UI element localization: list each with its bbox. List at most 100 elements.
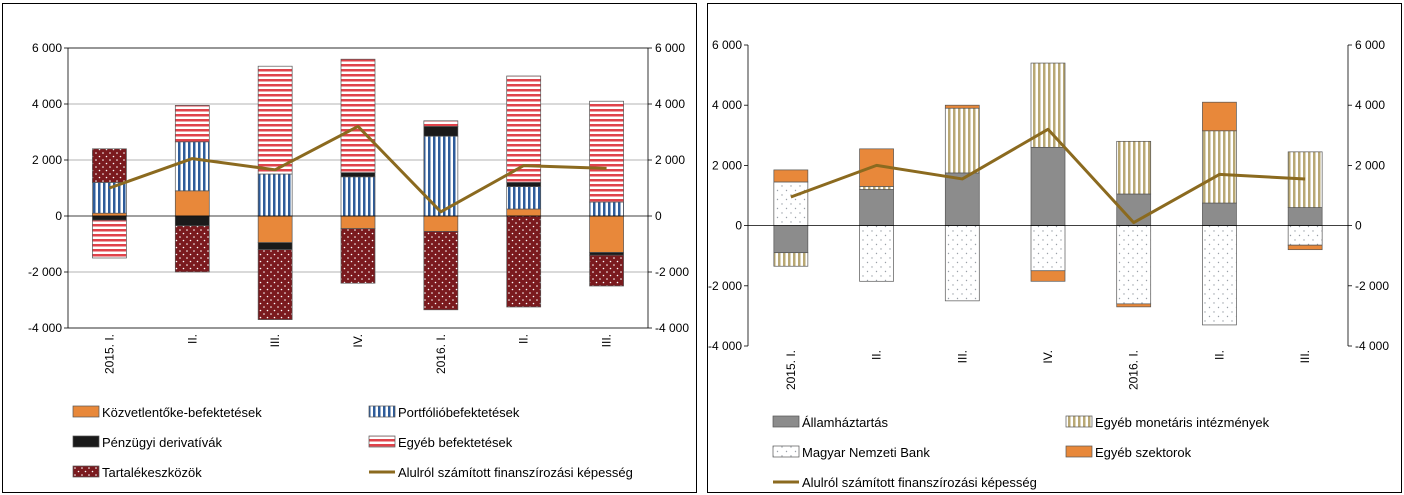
right-bar-egyeb-monetaris-intezmenyek [773,252,809,267]
left-bar-egyeb-befektetesek [340,58,376,173]
left-bar-egyeb-befektetesek [257,65,293,175]
right-bar-egyeb-monetaris-intezmenyek [1116,140,1152,195]
right-right-tick-label: 2 000 [1355,158,1385,172]
right-bar-magyar-nemzeti-bank [773,181,809,226]
left-bar-tartalekeszkozok [340,228,376,284]
left-bar-egyeb-befektetesek [174,105,210,143]
left-legend-label: Portfólióbefektetések [398,405,520,420]
right-right-tick-label: 6 000 [1355,38,1385,52]
left-legend-item: Pénzügyi derivatívák [72,435,222,450]
left-bar-portfoliobefektetesek [340,176,376,217]
left-left-tick-label: 6 000 [32,41,62,55]
right-legend-item: Alulról számított finanszírozási képessé… [773,475,1037,490]
right-bar-allamhaztartas [944,172,980,226]
right-category-label: III. [1298,350,1312,363]
left-legend-label: Közvetlentőke-befektetések [102,405,262,420]
right-right-tick-label: -2 000 [1355,279,1389,293]
left-bar-egyeb-befektetesek [423,120,459,127]
right-category-label: II. [870,350,884,360]
left-bar-tartalekeszkozok [506,215,542,308]
left-bar-penzugyi-derivativak [340,172,376,178]
left-category-label: II. [517,334,531,344]
right-bar-allamhaztartas [1202,202,1237,226]
left-bar-kozvetlentoke-befektetesek [506,208,542,217]
left-category-label: III. [600,334,614,347]
left-bar-kozvetlentoke-befektetesek [423,215,459,232]
right-bar-egyeb-monetaris-intezmenyek [1030,62,1066,148]
right-bar-allamhaztartas [1030,146,1066,226]
right-left-tick-label: 4 000 [712,98,742,112]
chart-left: -4 000 -4 000 -2 000 -2 000 0 0 2 000 2 000 4 00… [28,41,689,480]
left-bar-tartalekeszkozok [257,249,293,320]
left-bar-portfoliobefektetesek [174,141,210,192]
left-category-label: II. [185,334,199,344]
right-category-label: 2015. I. [784,350,798,390]
right-category-label: 2016. I. [1127,350,1141,390]
right-right-tick-label: 0 [1355,219,1362,233]
left-legend-swatch [368,405,396,418]
left-right-tick-label: 0 [655,209,662,223]
right-bar-allamhaztartas [773,225,809,254]
left-right-tick-label: 6 000 [655,41,685,55]
right-bar-magyar-nemzeti-bank [1202,225,1237,326]
left-legend-label: Alulról számított finanszírozási képessé… [398,465,633,480]
right-bar-egyeb-szektorok [1030,270,1066,282]
left-legend-item: Alulról számított finanszírozási képessé… [369,465,633,480]
left-bar-portfoliobefektetesek [257,173,293,217]
right-bar-allamhaztartas [1287,207,1323,226]
right-right-tick-label: -4 000 [1355,339,1389,353]
right-category-label: IV. [1041,350,1055,364]
right-left-tick-label: -4 000 [708,339,742,353]
left-category-label: 2015. I. [102,334,116,374]
left-bar-kozvetlentoke-befektetesek [340,215,376,229]
right-legend-item: Egyéb monetáris intézmények [1065,415,1270,430]
left-bar-tartalekeszkozok [92,148,127,183]
left-bar-portfoliobefektetesek [589,201,624,217]
left-bar-penzugyi-derivativak [423,126,459,137]
left-legend-swatch [72,435,100,448]
left-legend-label: Tartalékeszközök [102,465,202,480]
left-bar-kozvetlentoke-befektetesek [174,190,210,217]
right-legend-swatch [1065,415,1093,428]
left-left-tick-label: 4 000 [32,97,62,111]
right-left-tick-label: 0 [735,219,742,233]
left-line-alulrol-szamitott-finanszirozasi-kepesseg [108,124,607,214]
left-bar-kozvetlentoke-befektetesek [589,215,624,253]
left-legend-swatch [368,435,396,448]
chart-panel-left: -4 000 -4 000 -2 000 -2 000 0 0 2 000 2 000 4 00… [2,3,697,493]
left-bar-kozvetlentoke-befektetesek [257,215,293,243]
right-line-alulrol-szamitott-finanszirozasi-kepesseg [790,127,1306,225]
right-bar-egyeb-monetaris-intezmenyek [1202,130,1237,204]
left-bar-penzugyi-derivativak [92,215,127,221]
right-bar-magyar-nemzeti-bank [1287,225,1323,246]
right-bar-egyeb-szektorok [773,169,809,183]
left-category-label: 2016. I. [434,334,448,374]
right-legend-swatch [772,445,800,458]
left-bar-tartalekeszkozok [423,231,459,311]
right-bar-magyar-nemzeti-bank [1116,225,1152,305]
left-bar-egyeb-befektetesek [92,219,127,259]
left-right-tick-label: 2 000 [655,153,685,167]
right-legend-label: Egyéb szektorok [1095,445,1192,460]
right-left-tick-label: 6 000 [712,38,742,52]
left-bar-tartalekeszkozok [589,254,624,287]
left-bar-tartalekeszkozok [174,225,210,273]
right-left-tick-label: -2 000 [708,279,742,293]
right-bar-allamhaztartas [859,189,894,226]
left-bar-portfoliobefektetesek [506,186,542,210]
left-legend-item: Közvetlentőke-befektetések [72,405,262,420]
right-bar-egyeb-monetaris-intezmenyek [859,186,894,190]
left-left-tick-label: 2 000 [32,153,62,167]
right-legend-item: Egyéb szektorok [1065,445,1192,460]
left-left-tick-label: -4 000 [28,321,62,335]
right-bar-magyar-nemzeti-bank [944,225,980,302]
right-category-label: III. [955,350,969,363]
left-bar-penzugyi-derivativak [257,242,293,250]
left-bar-penzugyi-derivativak [506,182,542,187]
right-bar-egyeb-szektorok [1202,101,1237,132]
right-bar-egyeb-szektorok [944,104,980,109]
left-bar-egyeb-befektetesek [589,100,624,203]
left-bar-penzugyi-derivativak [174,215,210,227]
right-bar-egyeb-szektorok [1287,244,1323,251]
left-right-tick-label: -4 000 [655,321,689,335]
